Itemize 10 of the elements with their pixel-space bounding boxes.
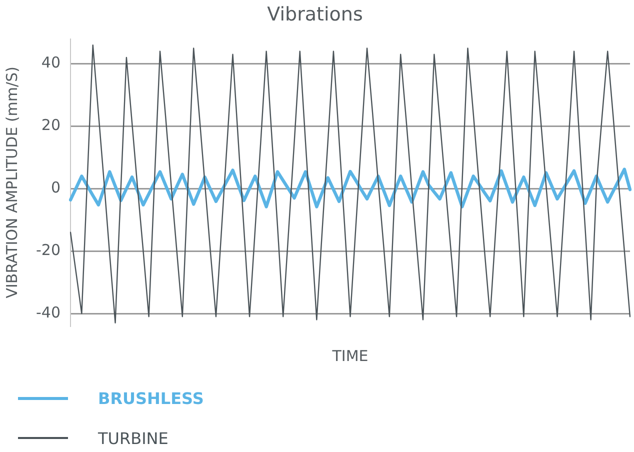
x-axis-title: TIME	[331, 346, 368, 365]
y-tick-label: 0	[50, 178, 60, 197]
y-tick-label: 20	[41, 116, 60, 134]
chart-title: Vibrations	[267, 3, 363, 26]
y-axis-title: VIBRATION AMPLITUDE (mm/S)	[2, 66, 21, 298]
y-tick-label: -20	[36, 240, 60, 259]
y-tick-label: -40	[36, 303, 60, 322]
legend-label: TURBINE	[98, 428, 168, 448]
y-tick-label: 40	[41, 54, 60, 72]
legend-label: BRUSHLESS	[98, 388, 204, 408]
